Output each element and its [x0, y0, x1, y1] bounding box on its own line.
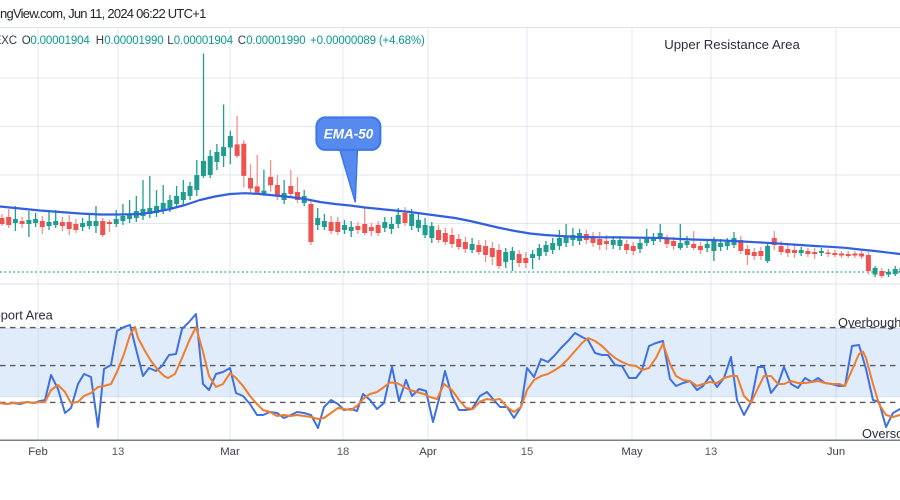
svg-text:13: 13: [705, 446, 718, 458]
svg-text:+0.00000089 (+4.68%): +0.00000089 (+4.68%): [310, 35, 425, 47]
svg-text:TradingView.com, Jun 11, 2024: TradingView.com, Jun 11, 2024 06:22 UTC+…: [0, 6, 206, 21]
svg-text:15: 15: [521, 446, 534, 458]
svg-text:H: H: [96, 35, 104, 47]
svg-text:O: O: [22, 35, 31, 47]
svg-text:EXC: EXC: [0, 35, 17, 47]
svg-text:0.00001904: 0.00001904: [30, 35, 90, 47]
svg-text:0.00001990: 0.00001990: [246, 35, 305, 47]
svg-text:Apr: Apr: [419, 446, 437, 458]
svg-text:Mar: Mar: [220, 446, 240, 458]
svg-text:Feb: Feb: [28, 446, 47, 458]
svg-text:13: 13: [112, 446, 125, 458]
svg-text:Upper Resistance Area: Upper Resistance Area: [664, 37, 800, 52]
svg-text:EMA-50: EMA-50: [324, 127, 374, 142]
svg-text:Support Area: Support Area: [0, 308, 54, 323]
svg-text:C: C: [238, 35, 246, 47]
svg-text:0.00001904: 0.00001904: [174, 35, 234, 47]
svg-text:Jun: Jun: [827, 446, 845, 458]
svg-text:May: May: [621, 446, 643, 458]
svg-text:L: L: [167, 35, 174, 47]
svg-text:Oversold: Oversold: [862, 426, 900, 441]
svg-text:Overbought: Overbought: [838, 315, 900, 330]
svg-text:18: 18: [337, 446, 350, 458]
svg-text:0.00001990: 0.00001990: [104, 35, 163, 47]
